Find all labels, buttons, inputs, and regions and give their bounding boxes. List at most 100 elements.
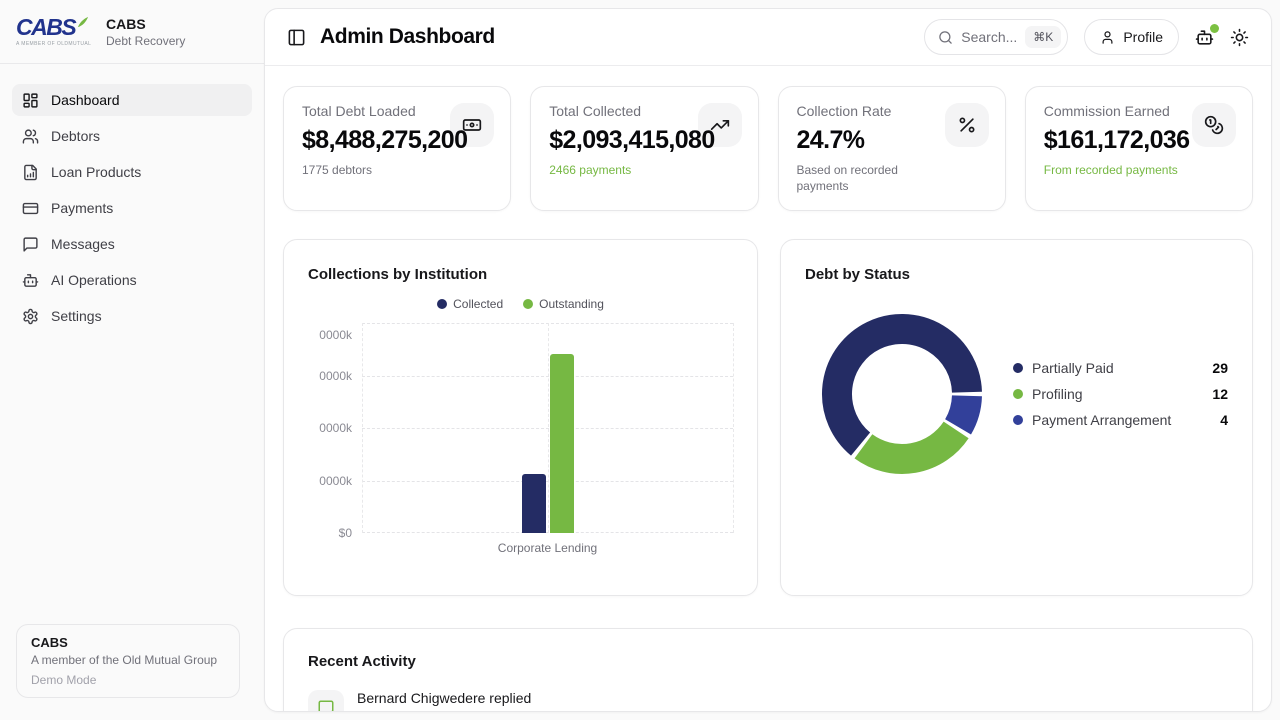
ai-status-dot	[1210, 24, 1219, 33]
bar-y-axis-labels: $00000k0000k0000k0000k	[308, 323, 362, 533]
panel-left-icon	[287, 28, 306, 47]
sidebar-item-label: Settings	[51, 308, 102, 324]
donut-legend-item-profiling: Profiling 12	[1013, 386, 1228, 402]
brand-tagline: Debt Recovery	[106, 34, 185, 48]
topbar-actions: Search... ⌘K Profile	[924, 19, 1249, 55]
legend-value: 12	[1212, 386, 1228, 402]
chart-title: Collections by Institution	[308, 266, 733, 283]
donut-legend-item-payment-arrangement: Payment Arrangement 4	[1013, 412, 1228, 428]
sidebar-item-label: Loan Products	[51, 164, 141, 180]
sidebar-footer-card: CABS A member of the Old Mutual Group De…	[16, 624, 240, 698]
footer-title: CABS	[31, 635, 225, 650]
sidebar-item-settings[interactable]: Settings	[12, 300, 252, 332]
sidebar-item-label: AI Operations	[51, 272, 137, 288]
brand-name: CABS	[106, 16, 185, 32]
collections-chart-card: Collections by Institution Collected Out…	[283, 239, 758, 596]
donut-svg	[817, 309, 987, 479]
chart-title: Debt by Status	[805, 266, 1228, 283]
page-title: Admin Dashboard	[320, 25, 495, 49]
cabs-logo-text: CABS	[16, 16, 75, 39]
donut-chart: Partially Paid 29 Profiling 12 Payment A…	[805, 309, 1228, 479]
cabs-logo: CABS A member of OLDMUTUAL	[16, 16, 96, 47]
message-square-icon	[317, 699, 335, 712]
activity-icon-box	[308, 690, 344, 712]
brand-header: CABS A member of OLDMUTUAL CABS Debt Rec…	[0, 0, 264, 64]
legend-value: 4	[1220, 412, 1228, 428]
sidebar-item-label: Dashboard	[51, 92, 120, 108]
legend-label: Profiling	[1032, 386, 1203, 402]
sidebar-item-label: Debtors	[51, 128, 100, 144]
bar-x-category-label: Corporate Lending	[362, 541, 733, 555]
stat-value: $161,172,036	[1044, 126, 1234, 155]
demo-mode-label: Demo Mode	[31, 673, 225, 687]
bar-collected	[522, 474, 546, 533]
search-icon	[938, 30, 953, 45]
users-icon	[22, 128, 39, 145]
brand-text: CABS Debt Recovery	[106, 16, 185, 48]
stat-value: $8,488,275,200	[302, 126, 492, 155]
sidebar-item-debtors[interactable]: Debtors	[12, 120, 252, 152]
logo-subtext: A member of OLDMUTUAL	[16, 41, 96, 47]
sidebar-item-loan-products[interactable]: Loan Products	[12, 156, 252, 188]
sidebar-item-messages[interactable]: Messages	[12, 228, 252, 260]
donut-legend-item-partially-paid: Partially Paid 29	[1013, 360, 1228, 376]
activity-text: Bernard Chigwedere replied EMAIL · 5 Dec…	[357, 690, 531, 712]
donut-legend: Partially Paid 29 Profiling 12 Payment A…	[1013, 360, 1228, 428]
legend-label: Outstanding	[539, 297, 604, 311]
stat-card-commission-earned: Commission Earned $161,172,036 From reco…	[1025, 86, 1253, 211]
stat-card-total-debt: Total Debt Loaded $8,488,275,200 1775 de…	[283, 86, 511, 211]
search-placeholder: Search...	[961, 29, 1017, 45]
legend-dot	[1013, 363, 1023, 373]
activity-title: Recent Activity	[308, 653, 1228, 670]
legend-dot	[437, 299, 447, 309]
stat-card-total-collected: Total Collected $2,093,415,080 2466 paym…	[530, 86, 758, 211]
profile-button[interactable]: Profile	[1084, 19, 1179, 55]
sidebar-item-dashboard[interactable]: Dashboard	[12, 84, 252, 116]
legend-dot	[523, 299, 533, 309]
legend-dot	[1013, 389, 1023, 399]
profile-label: Profile	[1123, 29, 1163, 45]
bar-x-axis: Corporate Lending	[308, 541, 733, 555]
sidebar-nav: Dashboard Debtors Loan Products Payments…	[0, 64, 264, 356]
stat-subtext: 1775 debtors	[302, 162, 492, 178]
activity-item[interactable]: Bernard Chigwedere replied EMAIL · 5 Dec…	[308, 690, 1228, 712]
theme-toggle-button[interactable]	[1230, 28, 1249, 47]
donut-segment-profiling	[863, 430, 956, 459]
charts-row: Collections by Institution Collected Out…	[283, 239, 1253, 596]
leaf-icon	[76, 16, 89, 29]
recent-activity-card: Recent Activity Bernard Chigwedere repli…	[283, 628, 1253, 712]
credit-card-icon	[22, 200, 39, 217]
sidebar-item-payments[interactable]: Payments	[12, 192, 252, 224]
dashboard-icon	[22, 92, 39, 109]
bar-outstanding	[550, 354, 574, 533]
ai-assistant-button[interactable]	[1195, 28, 1214, 47]
file-chart-icon	[22, 164, 39, 181]
legend-label: Payment Arrangement	[1032, 412, 1211, 428]
debt-status-chart-card: Debt by Status Partially Paid 29 Profili…	[780, 239, 1253, 596]
legend-value: 29	[1212, 360, 1228, 376]
legend-item-collected: Collected	[437, 297, 503, 311]
sidebar-item-label: Payments	[51, 200, 113, 216]
bar-chart: $00000k0000k0000k0000k	[308, 323, 733, 533]
activity-meta: EMAIL · 5 Dec 2024	[357, 710, 531, 712]
legend-item-outstanding: Outstanding	[523, 297, 604, 311]
legend-label: Partially Paid	[1032, 360, 1203, 376]
sidebar-toggle-button[interactable]	[287, 28, 306, 47]
topbar: Admin Dashboard Search... ⌘K Profile	[265, 9, 1271, 66]
gear-icon	[22, 308, 39, 325]
stats-row: Total Debt Loaded $8,488,275,200 1775 de…	[283, 86, 1253, 211]
message-square-icon	[22, 236, 39, 253]
legend-dot	[1013, 415, 1023, 425]
footer-subtitle: A member of the Old Mutual Group	[31, 653, 225, 667]
stat-value: 24.7%	[797, 126, 987, 155]
search-input[interactable]: Search... ⌘K	[924, 19, 1068, 55]
sun-icon	[1230, 28, 1249, 47]
bot-icon	[22, 272, 39, 289]
stat-value: $2,093,415,080	[549, 126, 739, 155]
main-panel: Admin Dashboard Search... ⌘K Profile	[264, 8, 1272, 712]
dashboard-content: Total Debt Loaded $8,488,275,200 1775 de…	[265, 66, 1271, 712]
sidebar-item-ai-operations[interactable]: AI Operations	[12, 264, 252, 296]
sidebar-item-label: Messages	[51, 236, 115, 252]
stat-subtext: From recorded payments	[1044, 162, 1234, 178]
donut-segment-payment-arrangement	[958, 396, 967, 427]
